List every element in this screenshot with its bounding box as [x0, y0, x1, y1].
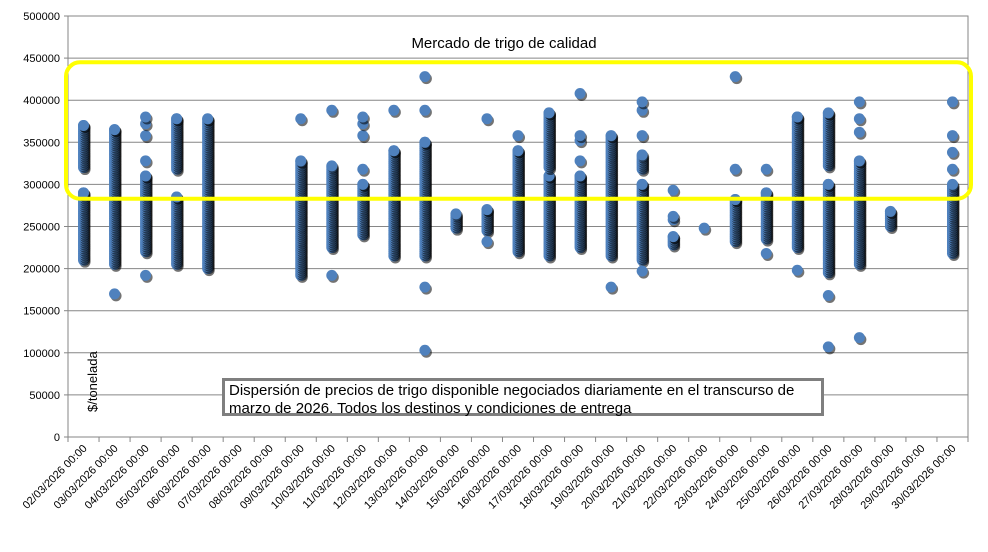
data-point	[419, 71, 431, 83]
y-tick-label: 450000	[23, 53, 60, 65]
data-point	[760, 187, 772, 199]
data-point	[636, 178, 648, 190]
data-point	[822, 290, 834, 302]
data-point	[729, 71, 741, 83]
data-point	[419, 136, 431, 148]
y-tick-label: 250000	[23, 222, 60, 234]
y-tick-label: 300000	[23, 179, 60, 191]
data-point	[357, 130, 369, 142]
data-point	[450, 208, 462, 220]
data-point	[853, 113, 865, 125]
data-point	[853, 155, 865, 167]
data-point	[946, 163, 958, 175]
data-point	[574, 155, 586, 167]
data-point	[822, 178, 834, 190]
data-point	[667, 210, 679, 222]
chart-title: Mercado de trigo de calidad	[411, 35, 596, 52]
data-point	[791, 111, 803, 123]
data-point	[853, 96, 865, 108]
data-point	[698, 222, 710, 234]
data-point	[295, 155, 307, 167]
quality-highlight-box	[64, 60, 973, 201]
data-point	[636, 265, 648, 277]
data-point	[140, 170, 152, 182]
data-point	[78, 119, 90, 131]
data-point	[574, 87, 586, 99]
data-point	[78, 187, 90, 199]
data-point	[636, 149, 648, 161]
data-point	[357, 111, 369, 123]
data-point	[636, 96, 648, 108]
data-point	[884, 205, 896, 217]
data-point	[853, 332, 865, 344]
data-point	[791, 264, 803, 276]
data-points	[78, 71, 960, 358]
data-point	[326, 160, 338, 172]
y-tick-label: 200000	[23, 264, 60, 276]
data-point	[636, 130, 648, 142]
data-point	[760, 163, 772, 175]
y-tick-label: 500000	[23, 11, 60, 23]
chart-note: Dispersión de precios de trigo disponibl…	[222, 378, 824, 417]
data-point	[512, 145, 524, 157]
data-point	[822, 341, 834, 353]
data-point	[171, 113, 183, 125]
data-point	[605, 281, 617, 293]
y-tick-label: 0	[54, 432, 60, 444]
y-tick-label: 350000	[23, 137, 60, 149]
data-point	[822, 107, 834, 119]
data-point	[202, 113, 214, 125]
data-point	[667, 184, 679, 196]
data-point	[326, 104, 338, 116]
y-axis: 0 50000 100000 150000 200000 250000 300000 3500…	[23, 11, 68, 444]
data-point	[357, 178, 369, 190]
data-point	[109, 124, 121, 136]
data-point	[419, 104, 431, 116]
data-point	[853, 126, 865, 138]
data-point	[140, 155, 152, 167]
data-point	[760, 247, 772, 259]
data-point	[140, 111, 152, 123]
data-point	[419, 344, 431, 356]
data-point	[605, 130, 617, 142]
data-point	[729, 163, 741, 175]
data-point	[946, 178, 958, 190]
data-point	[481, 236, 493, 248]
data-point	[574, 170, 586, 182]
data-point	[109, 288, 121, 300]
data-point	[388, 104, 400, 116]
data-point	[481, 204, 493, 216]
data-point	[667, 231, 679, 243]
y-tick-label: 400000	[23, 95, 60, 107]
data-point	[946, 96, 958, 108]
y-axis-label: $/tonelada	[85, 351, 100, 412]
data-point	[946, 130, 958, 142]
data-point	[543, 107, 555, 119]
data-point	[512, 130, 524, 142]
data-point	[419, 281, 431, 293]
data-point	[357, 163, 369, 175]
data-point	[481, 113, 493, 125]
y-tick-label: 100000	[23, 348, 60, 360]
data-point	[326, 269, 338, 281]
y-tick-label: 150000	[23, 306, 60, 318]
data-point	[946, 146, 958, 158]
data-point	[388, 145, 400, 157]
data-point	[140, 269, 152, 281]
data-point	[140, 130, 152, 142]
data-point	[295, 113, 307, 125]
data-point	[574, 130, 586, 142]
y-tick-label: 50000	[29, 390, 60, 402]
